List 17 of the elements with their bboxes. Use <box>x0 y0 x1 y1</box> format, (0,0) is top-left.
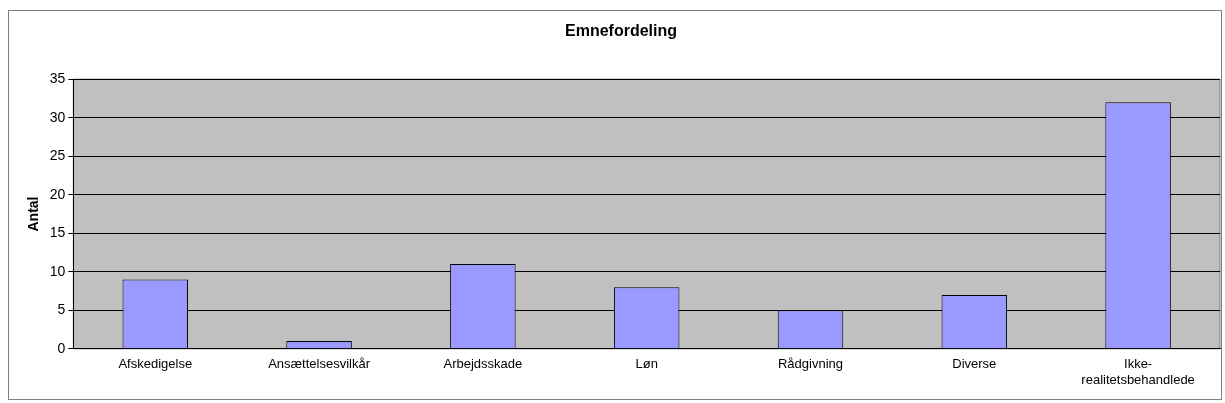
x-tick-label: Diverse <box>952 356 997 372</box>
y-tick-label: 35 <box>49 70 66 87</box>
x-tick-label: Ikke-realitetsbehandlede <box>1081 356 1195 387</box>
y-tick-label: 25 <box>49 147 66 164</box>
y-tick-label: 15 <box>49 224 66 241</box>
x-tick-label: Løn <box>635 356 658 372</box>
y-tick-label: 0 <box>57 339 66 356</box>
y-tick-label: 30 <box>49 108 66 125</box>
x-tick-label: Ansættelsesvilkår <box>268 356 371 372</box>
x-tick-label: Arbejdsskade <box>443 356 523 372</box>
x-tick-label: Rådgivning <box>777 356 844 372</box>
y-axis-title: Antal <box>25 196 42 232</box>
y-tick-label: 5 <box>57 301 66 318</box>
y-tick-label: 20 <box>49 185 66 202</box>
x-tick-label: Afskedigelse <box>118 356 193 372</box>
chart-title: Emnefordeling <box>564 22 678 40</box>
y-tick-label: 10 <box>49 262 66 279</box>
